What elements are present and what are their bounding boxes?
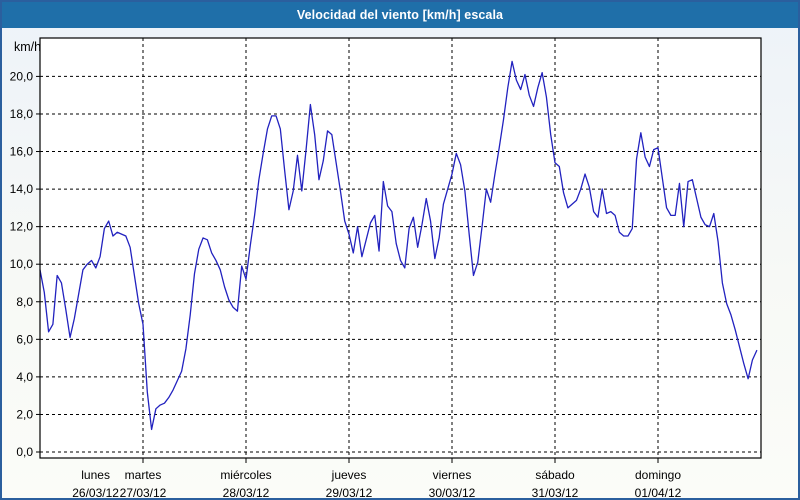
plot-border [39,37,762,459]
wind-speed-line [39,60,758,431]
chart-title: Velocidad del viento [km/h] escala [296,8,504,22]
x-day-label: jueves [331,468,367,482]
x-date-label: 26/03/12 [72,486,119,498]
x-day-label: miércoles [220,468,271,482]
y-tick-label: 0,0 [16,445,33,459]
x-day-label: sábado [535,468,575,482]
y-tick-label: 12,0 [10,220,34,234]
x-date-label: 29/03/12 [326,486,373,498]
x-date-label: 28/03/12 [223,486,270,498]
x-day-label: domingo [635,468,681,482]
y-tick-label: 18,0 [10,107,34,121]
y-tick-label: 6,0 [16,332,33,346]
y-tick-label: 4,0 [16,370,33,384]
x-date-label: 31/03/12 [532,486,579,498]
y-tick-label: 10,0 [10,257,34,271]
x-day-label: martes [125,468,162,482]
y-tick-label: 8,0 [16,295,33,309]
title-bar: Velocidad del viento [km/h] escala [2,2,798,28]
y-tick-label: 16,0 [10,145,34,159]
x-date-label: 01/04/12 [635,486,682,498]
y-tick-label: 20,0 [10,69,34,83]
y-tick-label: 14,0 [10,182,34,196]
y-tick-label: 2,0 [16,407,33,421]
y-axis-unit-label: km/h [14,40,42,54]
plot-area [40,38,761,458]
x-date-label: 27/03/12 [120,486,167,498]
x-day-label: viernes [433,468,472,482]
x-date-label: 30/03/12 [429,486,476,498]
x-day-label: lunes [81,468,110,482]
